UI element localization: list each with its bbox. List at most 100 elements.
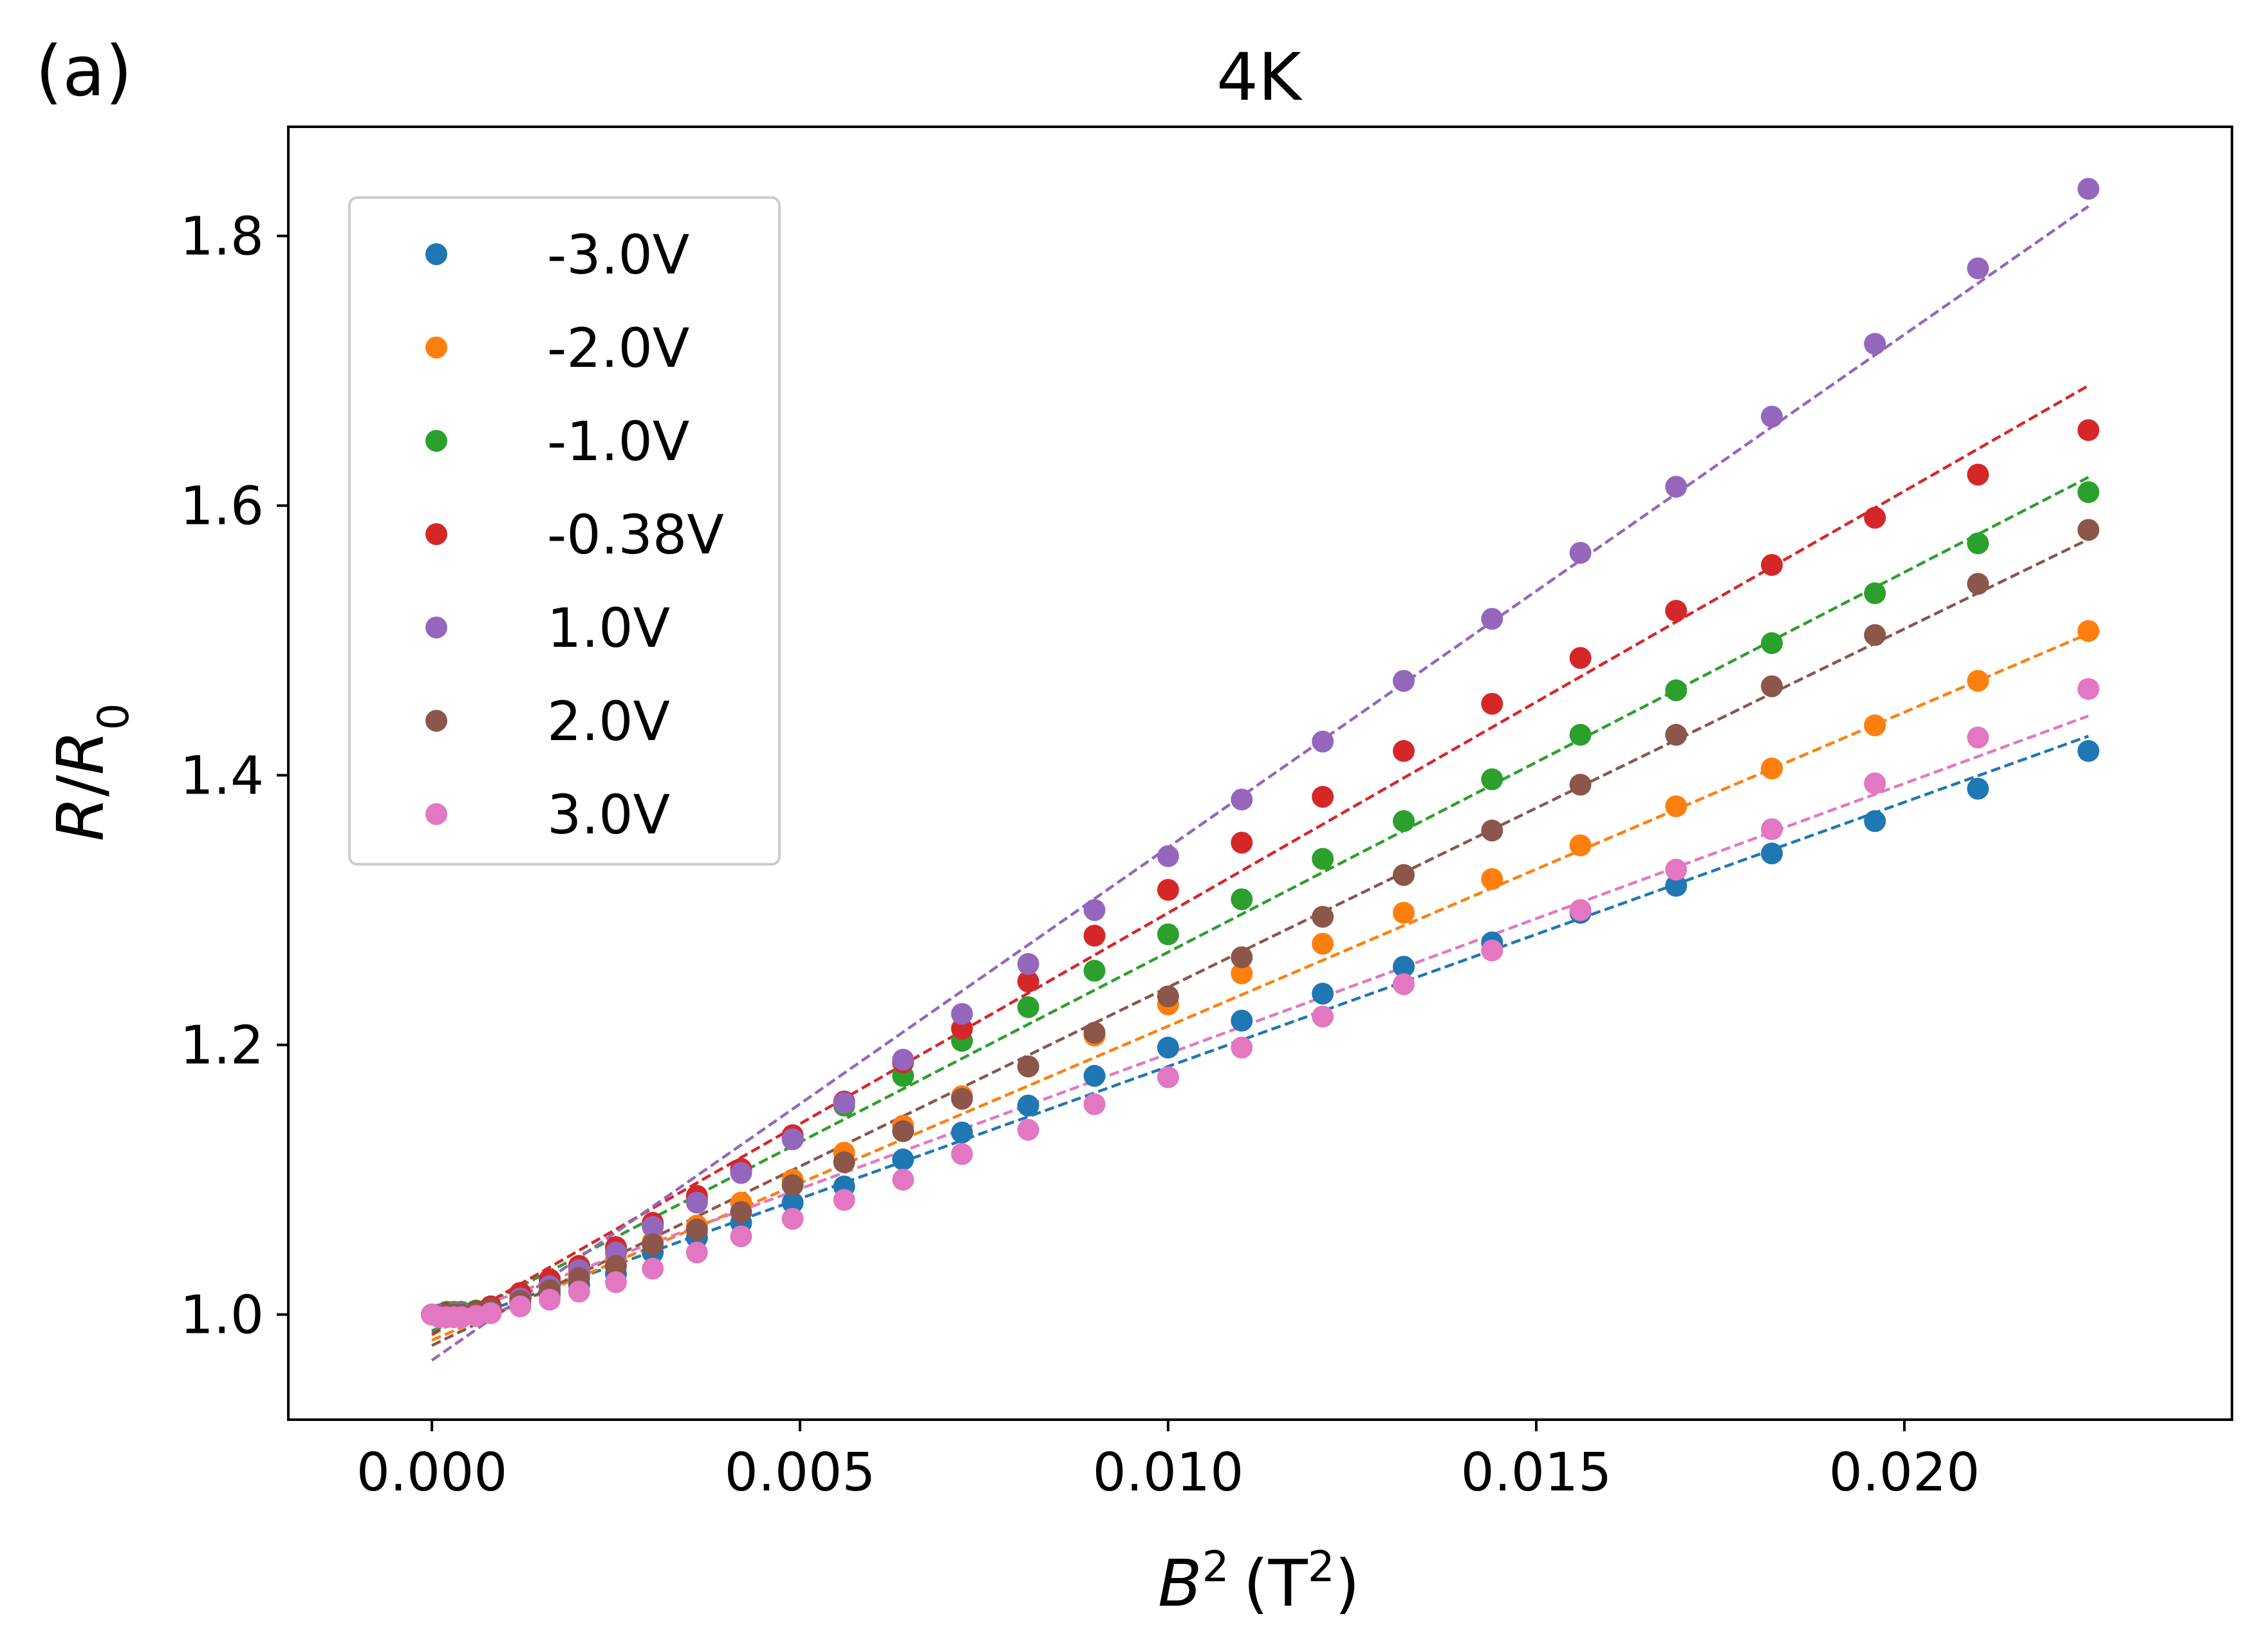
data-point [833, 1189, 855, 1211]
data-point [1312, 933, 1334, 955]
y-axis-title-denominator: R [43, 730, 118, 775]
fit-line-6 [431, 714, 2089, 1326]
data-point [1231, 946, 1253, 969]
data-point [1393, 670, 1415, 692]
legend-marker [425, 243, 447, 265]
data-point [892, 1120, 915, 1142]
data-point [1393, 739, 1415, 762]
data-point [509, 1295, 532, 1318]
data-point [1761, 553, 1783, 576]
data-point [1083, 1093, 1106, 1115]
data-point [1967, 532, 1989, 555]
data-point [539, 1288, 561, 1311]
y-tick-label: 1.8 [180, 207, 264, 268]
y-axis-title-subscript: 0 [89, 703, 138, 730]
x-axis: 0.000 0.005 0.010 0.015 0.020 [357, 1420, 1980, 1503]
data-point [2077, 620, 2099, 642]
data-point [1083, 899, 1106, 922]
data-point [1481, 819, 1503, 842]
data-point [1864, 714, 1886, 737]
data-point [833, 1151, 855, 1173]
fit-line-3 [431, 384, 2090, 1336]
legend-label: 2.0V [547, 690, 670, 753]
data-point [2077, 678, 2099, 700]
data-point [1017, 970, 1039, 993]
data-point [1864, 810, 1886, 832]
data-point [1312, 848, 1334, 870]
data-point [1569, 834, 1592, 857]
data-point [1312, 730, 1334, 753]
data-point [1393, 956, 1415, 978]
data-point [1157, 923, 1180, 945]
data-point [1017, 1118, 1039, 1141]
data-point [685, 1218, 708, 1241]
data-point [605, 1271, 628, 1294]
data-point [1665, 875, 1687, 897]
data-point [1157, 1036, 1180, 1059]
data-point [1967, 670, 1989, 692]
x-tick-label: 0.000 [357, 1442, 508, 1503]
data-point [605, 1255, 628, 1277]
data-point [1665, 476, 1687, 498]
y-axis: 1.0 1.2 1.4 1.6 1.8 [180, 207, 288, 1346]
data-point [1864, 333, 1886, 355]
data-point [781, 1128, 804, 1151]
legend-label: -0.38V [547, 503, 724, 566]
data-point [1569, 541, 1592, 564]
legend-marker [425, 337, 447, 358]
y-tick-label: 1.0 [180, 1285, 264, 1346]
data-point [479, 1302, 502, 1324]
data-point [1312, 1005, 1334, 1028]
x-axis-title-paren-close: ) [1335, 1546, 1360, 1621]
data-point [642, 1233, 664, 1256]
legend-label: 3.0V [547, 783, 670, 846]
data-point [1967, 573, 1989, 595]
y-tick-label: 1.2 [180, 1016, 264, 1077]
legend-marker [425, 710, 447, 732]
plot-area-frame [287, 125, 2233, 1421]
data-point [892, 1169, 915, 1191]
data-point [1967, 726, 1989, 748]
data-point [1761, 632, 1783, 654]
fit-line-1 [431, 632, 2089, 1342]
data-point [1665, 679, 1687, 701]
panel-label: (a) [35, 32, 132, 112]
data-point [781, 1174, 804, 1196]
fit-line-0 [431, 734, 2089, 1332]
data-point [1864, 624, 1886, 646]
legend-marker [425, 430, 447, 452]
data-point [1083, 1064, 1106, 1087]
data-point [1761, 405, 1783, 428]
data-point [1312, 905, 1334, 928]
data-point [781, 1191, 804, 1214]
data-point [1967, 777, 1989, 800]
x-axis-title-symbol: B [1158, 1546, 1202, 1621]
data-point [1231, 831, 1253, 854]
legend-box [348, 196, 781, 866]
legend: -3.0V -2.0V -1.0V -0.38V 1.0V 2.0V 3.0V [348, 196, 781, 866]
data-point [1017, 952, 1039, 975]
data-point [642, 1216, 664, 1238]
data-point [1017, 1094, 1039, 1117]
chart-title: 4K [1216, 39, 1303, 116]
fit-line-5 [431, 538, 2089, 1347]
data-point [1665, 858, 1687, 881]
data-point [2077, 419, 2099, 441]
data-point [1083, 1021, 1106, 1044]
data-point [892, 1148, 915, 1171]
data-point [1017, 996, 1039, 1018]
data-point [1665, 795, 1687, 817]
data-point [1393, 973, 1415, 996]
data-point [1569, 723, 1592, 746]
x-tick-label: 0.015 [1461, 1442, 1612, 1503]
y-axis-title-numerator: R [43, 797, 118, 841]
data-point [1157, 878, 1180, 901]
data-point [685, 1191, 708, 1214]
legend-label: -3.0V [547, 223, 689, 286]
data-point [1761, 818, 1783, 840]
y-axis-title-slash: / [43, 775, 118, 797]
data-point [951, 1143, 973, 1165]
data-point [1761, 675, 1783, 698]
x-axis-title-unit-exponent: 2 [1308, 1542, 1335, 1592]
data-point [1569, 774, 1592, 796]
